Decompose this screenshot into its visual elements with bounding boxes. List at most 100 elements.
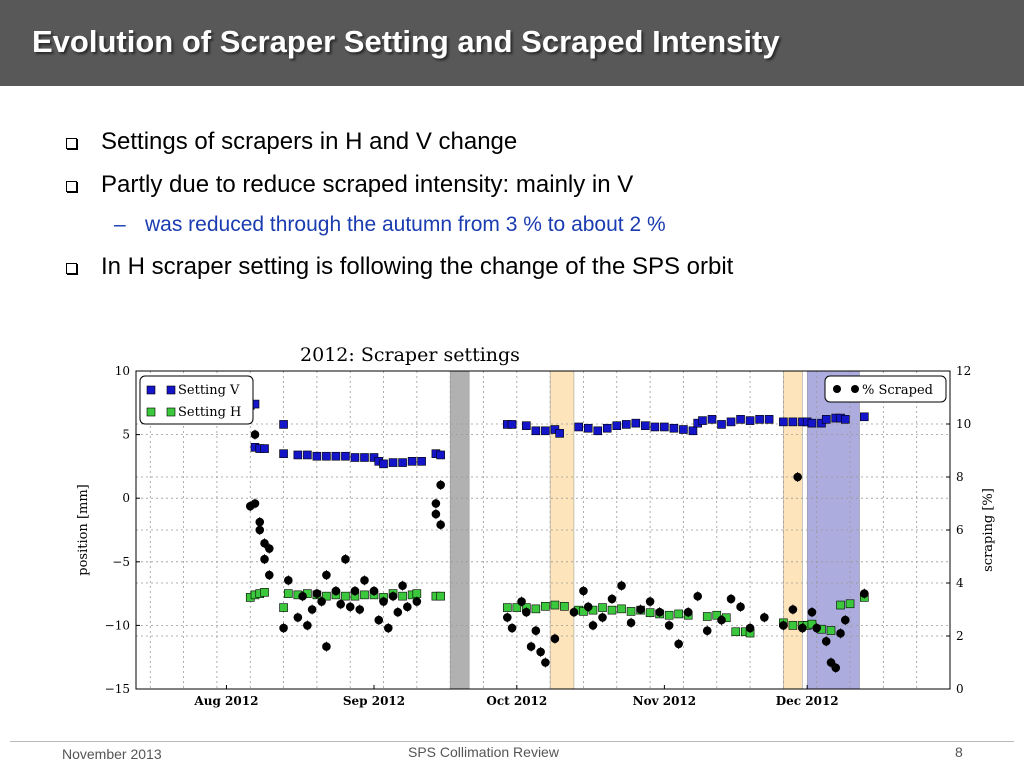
- setting-v-point: [641, 421, 650, 430]
- setting-v-point: [279, 449, 288, 458]
- scraped-point: [717, 615, 726, 625]
- scraped-point: [355, 605, 365, 614]
- y-tick-label: −5: [112, 555, 130, 569]
- scraped-point: [322, 642, 331, 651]
- scraped-point: [336, 599, 345, 609]
- y2-tick-label: 6: [956, 523, 964, 537]
- legend-marker-setting-h: [146, 407, 156, 417]
- setting-h-point: [731, 627, 741, 637]
- setting-v-point: [417, 457, 426, 466]
- y2-tick-label: 4: [956, 576, 964, 590]
- legend-marker-setting-h: [166, 407, 176, 417]
- y-tick-label: 0: [122, 491, 130, 505]
- scraped-point: [674, 639, 683, 649]
- bullet-3: In H scraper setting is following the ch…: [101, 253, 734, 280]
- y2-tick-label: 12: [956, 364, 971, 378]
- legend-marker-setting-v: [166, 385, 176, 395]
- scraped-point: [736, 602, 745, 612]
- setting-h-point: [341, 591, 350, 601]
- scraped-point: [341, 554, 350, 564]
- legend-label-setting-h: Setting H: [178, 405, 241, 420]
- setting-h-point: [598, 603, 607, 612]
- y-tick-label: 10: [115, 364, 130, 378]
- scraped-point: [431, 509, 441, 519]
- setting-h-point: [502, 603, 512, 612]
- setting-v-point: [574, 422, 584, 432]
- scraped-point: [588, 621, 598, 630]
- scraped-point: [250, 499, 260, 508]
- scraped-point: [412, 597, 422, 606]
- scraped-point: [812, 623, 822, 633]
- sub-bullet-dash: –: [114, 213, 126, 236]
- scraped-point: [831, 663, 841, 673]
- scraped-point: [583, 602, 593, 612]
- setting-h-point: [674, 609, 683, 619]
- scraped-point: [374, 615, 384, 625]
- title-bar: Evolution of Scraper Setting and Scraped…: [0, 0, 1024, 86]
- scraped-point: [598, 613, 607, 622]
- setting-v-point: [436, 450, 445, 460]
- setting-v-point: [622, 420, 631, 429]
- setting-v-point: [583, 423, 593, 433]
- setting-v-point: [840, 415, 850, 424]
- scraped-point: [636, 605, 645, 614]
- legend-marker-scraped: [833, 385, 841, 393]
- scraped-point: [531, 626, 541, 636]
- x-tick-label: Nov 2012: [633, 694, 697, 708]
- scraped-point: [284, 576, 293, 585]
- setting-h-point: [702, 612, 712, 621]
- setting-v-point: [698, 416, 707, 425]
- setting-h-point: [617, 604, 626, 614]
- setting-h-point: [436, 591, 445, 601]
- setting-v-point: [398, 458, 407, 467]
- scraped-point: [436, 520, 445, 529]
- y2-tick-label: 0: [956, 682, 964, 696]
- scraped-point: [383, 623, 393, 633]
- setting-h-point: [260, 588, 269, 597]
- scraped-point: [836, 629, 845, 638]
- scraped-point: [260, 538, 269, 548]
- setting-v-point: [360, 453, 369, 462]
- setting-h-point: [512, 603, 522, 612]
- setting-v-point: [507, 420, 517, 429]
- scraped-point: [693, 591, 703, 601]
- setting-h-point: [279, 603, 288, 612]
- legend-right-box: [824, 375, 947, 403]
- setting-v-point: [260, 444, 269, 453]
- scraped-point: [507, 623, 517, 633]
- x-tick-label: Oct 2012: [486, 694, 547, 708]
- setting-h-point: [550, 600, 560, 610]
- setting-h-point: [788, 621, 798, 630]
- setting-v-point: [612, 421, 622, 430]
- legend-marker-scraped: [851, 385, 859, 393]
- scraped-point: [726, 594, 736, 604]
- setting-h-point: [712, 610, 722, 620]
- sub-bullet: was reduced through the autumn from 3 % …: [145, 213, 666, 236]
- scraped-point: [360, 576, 369, 585]
- setting-h-point: [836, 600, 845, 610]
- setting-v-point: [303, 450, 312, 460]
- legend-marker-setting-v: [146, 385, 156, 395]
- scraped-point: [655, 607, 664, 617]
- legend-label-setting-v: Setting V: [178, 383, 240, 398]
- setting-h-point: [579, 607, 588, 616]
- setting-v-point: [726, 417, 736, 427]
- scraped-point: [436, 480, 445, 490]
- setting-v-point: [350, 453, 360, 462]
- scraped-point: [745, 623, 755, 633]
- x-tick-label: Sep 2012: [343, 694, 405, 708]
- setting-v-point: [407, 457, 417, 466]
- scraped-point: [626, 618, 636, 628]
- scraped-point: [279, 623, 288, 633]
- bullet-1: Settings of scrapers in H and V change: [101, 128, 518, 155]
- setting-v-point: [660, 422, 669, 432]
- scraped-point: [398, 581, 407, 590]
- setting-v-point: [860, 412, 869, 422]
- setting-h-point: [664, 610, 674, 620]
- setting-h-point: [626, 607, 636, 616]
- scraped-point: [536, 647, 545, 657]
- setting-v-point: [755, 415, 764, 424]
- scraped-point: [298, 591, 307, 601]
- scraped-point: [821, 636, 831, 646]
- scraped-point: [303, 621, 312, 630]
